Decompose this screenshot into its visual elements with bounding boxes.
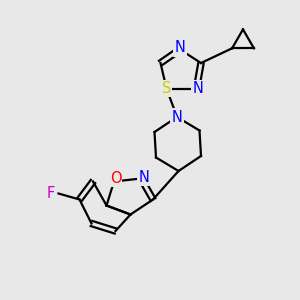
Text: N: N <box>172 110 182 124</box>
Text: N: N <box>139 169 149 184</box>
Text: F: F <box>47 186 55 201</box>
Text: N: N <box>193 81 203 96</box>
Text: S: S <box>162 81 171 96</box>
Text: N: N <box>175 40 185 56</box>
Text: O: O <box>110 171 121 186</box>
